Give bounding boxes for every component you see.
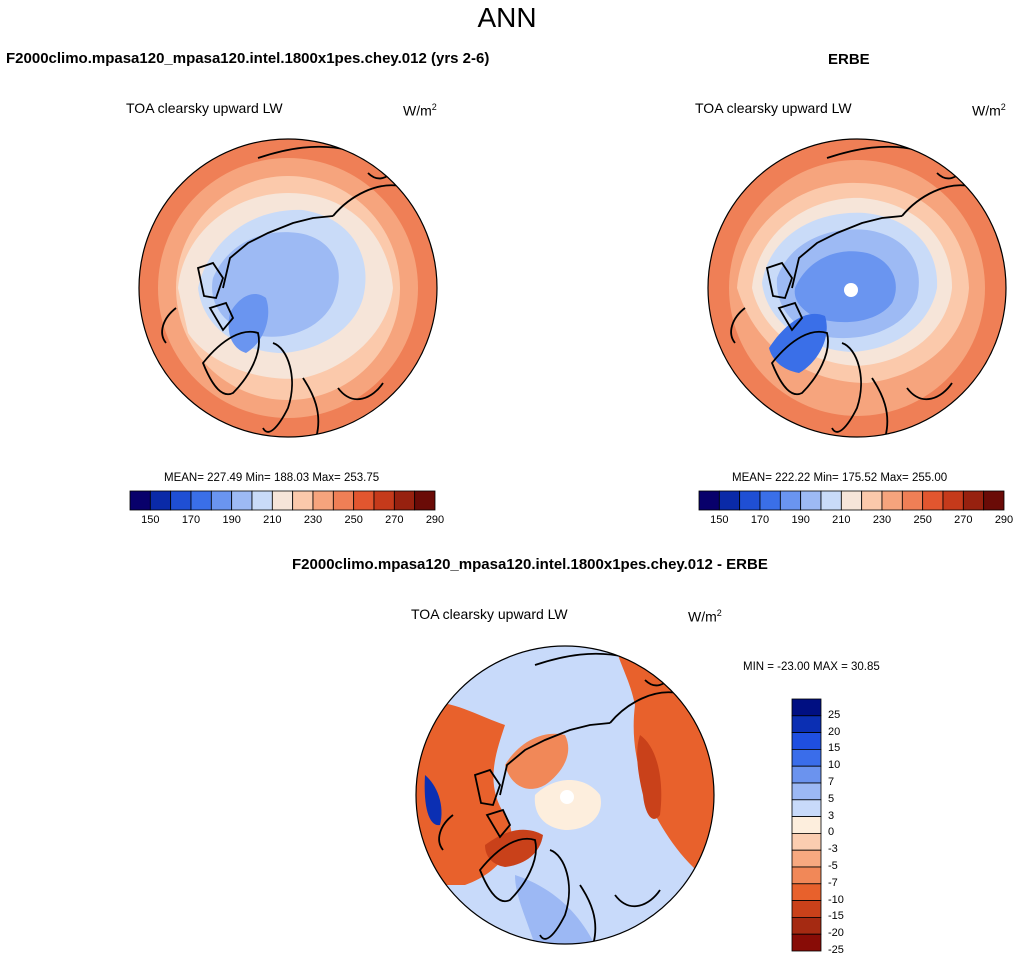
- colorbar-swatch: [414, 490, 436, 511]
- colorbar-tick-label: 20: [828, 725, 841, 738]
- colorbar-swatch: [791, 816, 822, 834]
- colorbar-swatch: [791, 916, 822, 935]
- colorbar-swatch: [791, 933, 822, 952]
- colorbar-swatch: [942, 490, 964, 511]
- colorbar-swatch: [231, 490, 253, 511]
- colorbar-swatch: [170, 490, 192, 511]
- test-variable-title: TOA clearsky upward LW: [126, 100, 283, 116]
- diff-colorbar: [791, 698, 822, 952]
- colorbar-tick-label: 210: [832, 514, 851, 526]
- obs-variable-title: TOA clearsky upward LW: [695, 100, 852, 116]
- colorbar-swatch: [962, 490, 985, 511]
- colorbar-tick-label: -3: [828, 843, 838, 856]
- colorbar-swatch: [210, 490, 233, 511]
- colorbar-swatch: [791, 732, 822, 750]
- colorbar-swatch: [791, 698, 822, 717]
- colorbar-tick-label: 15: [828, 742, 841, 755]
- colorbar-swatch: [292, 490, 314, 511]
- colorbar-swatch: [861, 490, 883, 511]
- obs-colorbar: [698, 490, 1005, 511]
- colorbar-tick-label: 230: [303, 514, 323, 526]
- colorbar-tick-label: 210: [263, 514, 282, 526]
- obs-case-title: ERBE: [828, 51, 870, 68]
- colorbar-swatch: [149, 490, 172, 511]
- colorbar-tick-label: 3: [828, 809, 835, 822]
- colorbar-tick-label: -7: [828, 876, 838, 889]
- colorbar-swatch: [791, 749, 822, 767]
- colorbar-swatch: [791, 782, 822, 801]
- colorbar-swatch: [312, 490, 334, 511]
- test-colorbar: [129, 490, 436, 511]
- diff-colorbar-labels: 25 20 15 10 7 5 3 0 -3 -5 -7 -10 -15 -20 -25: [828, 699, 868, 956]
- colorbar-swatch: [791, 765, 822, 784]
- colorbar-tick-label: 5: [828, 792, 835, 805]
- obs-stats: MEAN= 222.22 Min= 175.52 Max= 255.00: [732, 472, 948, 484]
- diff-variable-title: TOA clearsky upward LW: [411, 606, 568, 622]
- colorbar-swatch: [718, 490, 741, 511]
- colorbar-swatch: [698, 490, 720, 511]
- colorbar-swatch: [881, 490, 903, 511]
- test-colorbar-labels: 150 170 190 210 230 250 270 290: [130, 514, 444, 530]
- colorbar-swatch: [393, 490, 416, 511]
- colorbar-swatch: [739, 490, 761, 511]
- colorbar-tick-label: 270: [954, 514, 973, 526]
- diff-polar-map: [415, 645, 715, 945]
- colorbar-swatch: [820, 490, 842, 511]
- colorbar-tick-label: 150: [710, 514, 729, 526]
- colorbar-tick-label: 190: [791, 514, 810, 526]
- colorbar-swatch: [373, 490, 395, 511]
- colorbar-tick-label: 290: [994, 514, 1014, 526]
- colorbar-tick-label: 270: [385, 514, 404, 526]
- colorbar-tick-label: -10: [828, 893, 844, 906]
- obs-polar-map: [707, 138, 1007, 438]
- colorbar-swatch: [791, 900, 822, 918]
- colorbar-tick-label: -5: [828, 860, 838, 872]
- colorbar-tick-label: 250: [913, 514, 932, 526]
- colorbar-swatch: [791, 799, 822, 818]
- diff-stats: MIN = -23.00 MAX = 30.85: [743, 661, 880, 673]
- colorbar-tick-label: 170: [181, 514, 201, 526]
- colorbar-swatch: [901, 490, 924, 511]
- test-case-title: F2000climo.mpasa120_mpasa120.intel.1800x…: [6, 50, 490, 67]
- colorbar-tick-label: 250: [344, 514, 363, 526]
- colorbar-swatch: [779, 490, 802, 511]
- colorbar-swatch: [791, 883, 822, 902]
- colorbar-swatch: [353, 490, 375, 511]
- colorbar-tick-label: 10: [828, 759, 841, 772]
- diff-case-title: F2000climo.mpasa120_mpasa120.intel.1800x…: [292, 556, 768, 573]
- colorbar-swatch: [922, 490, 944, 511]
- colorbar-swatch: [251, 490, 273, 511]
- colorbar-tick-label: -15: [828, 910, 844, 923]
- colorbar-tick-label: 7: [828, 776, 835, 788]
- colorbar-tick-label: -20: [828, 927, 844, 940]
- colorbar-swatch: [800, 490, 822, 511]
- colorbar-tick-label: 150: [141, 514, 160, 526]
- colorbar-tick-label: 190: [222, 514, 241, 526]
- colorbar-swatch: [129, 490, 151, 511]
- test-polar-map: [138, 138, 438, 438]
- colorbar-swatch: [759, 490, 781, 511]
- diff-units: W/m2: [688, 608, 722, 625]
- colorbar-tick-label: 290: [425, 514, 445, 526]
- colorbar-swatch: [791, 715, 822, 733]
- obs-units: W/m2: [972, 102, 1006, 119]
- colorbar-tick-label: -25: [828, 944, 844, 956]
- colorbar-swatch: [983, 490, 1005, 511]
- colorbar-swatch: [791, 849, 822, 868]
- colorbar-tick-label: 170: [750, 514, 770, 526]
- main-title: ANN: [477, 2, 537, 33]
- test-stats: MEAN= 227.49 Min= 188.03 Max= 253.75: [164, 472, 380, 484]
- colorbar-tick-label: 25: [828, 708, 841, 721]
- colorbar-swatch: [190, 490, 212, 511]
- colorbar-swatch: [791, 866, 822, 885]
- colorbar-swatch: [840, 490, 863, 511]
- colorbar-swatch: [332, 490, 355, 511]
- obs-colorbar-labels: 150 170 190 210 230 250 270 290: [699, 514, 1013, 530]
- test-units: W/m2: [403, 102, 437, 119]
- colorbar-tick-label: 0: [828, 826, 835, 839]
- colorbar-swatch: [271, 490, 294, 511]
- colorbar-swatch: [791, 832, 822, 851]
- colorbar-tick-label: 230: [872, 514, 892, 526]
